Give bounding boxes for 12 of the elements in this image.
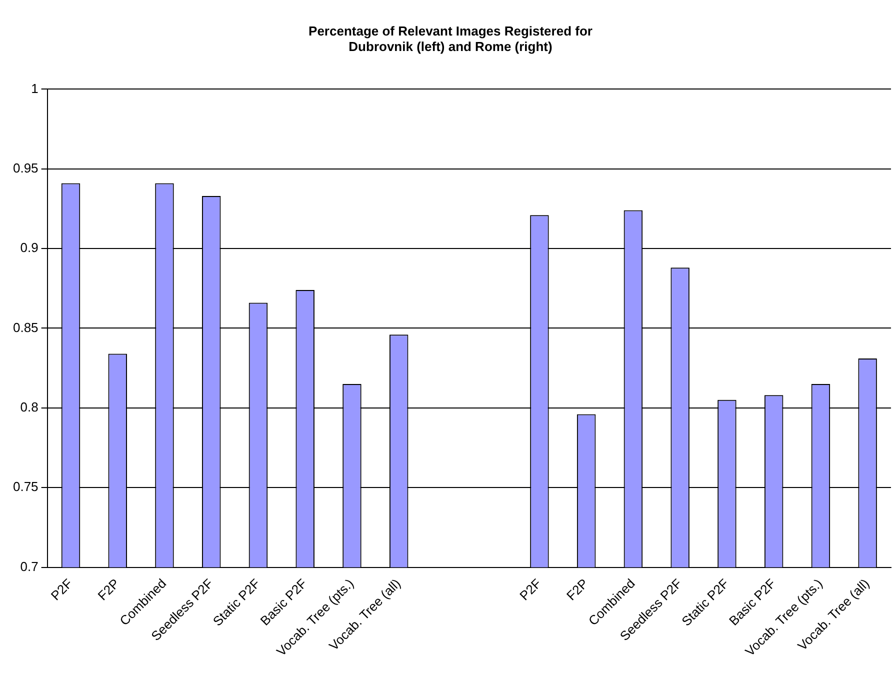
y-tick-label: 0.75 [12, 479, 38, 494]
y-tick-label: 0.7 [20, 558, 38, 574]
x-tick-label: F2P [564, 576, 591, 604]
x-tick-label: P2F [48, 576, 76, 604]
x-tick-label: P2F [516, 576, 544, 604]
y-tick-label: 0.8 [20, 399, 38, 414]
chart-title: Percentage of Relevant Images Registered for Dubrovnik (left) and Rome (right) [308, 23, 592, 54]
y-tick-label: 0.95 [12, 160, 38, 176]
y-tick-label: 1 [31, 80, 38, 96]
x-tick-label: F2P [94, 576, 122, 604]
y-tick-label: 0.9 [20, 240, 38, 256]
y-tick-label: 0.85 [12, 320, 38, 335]
